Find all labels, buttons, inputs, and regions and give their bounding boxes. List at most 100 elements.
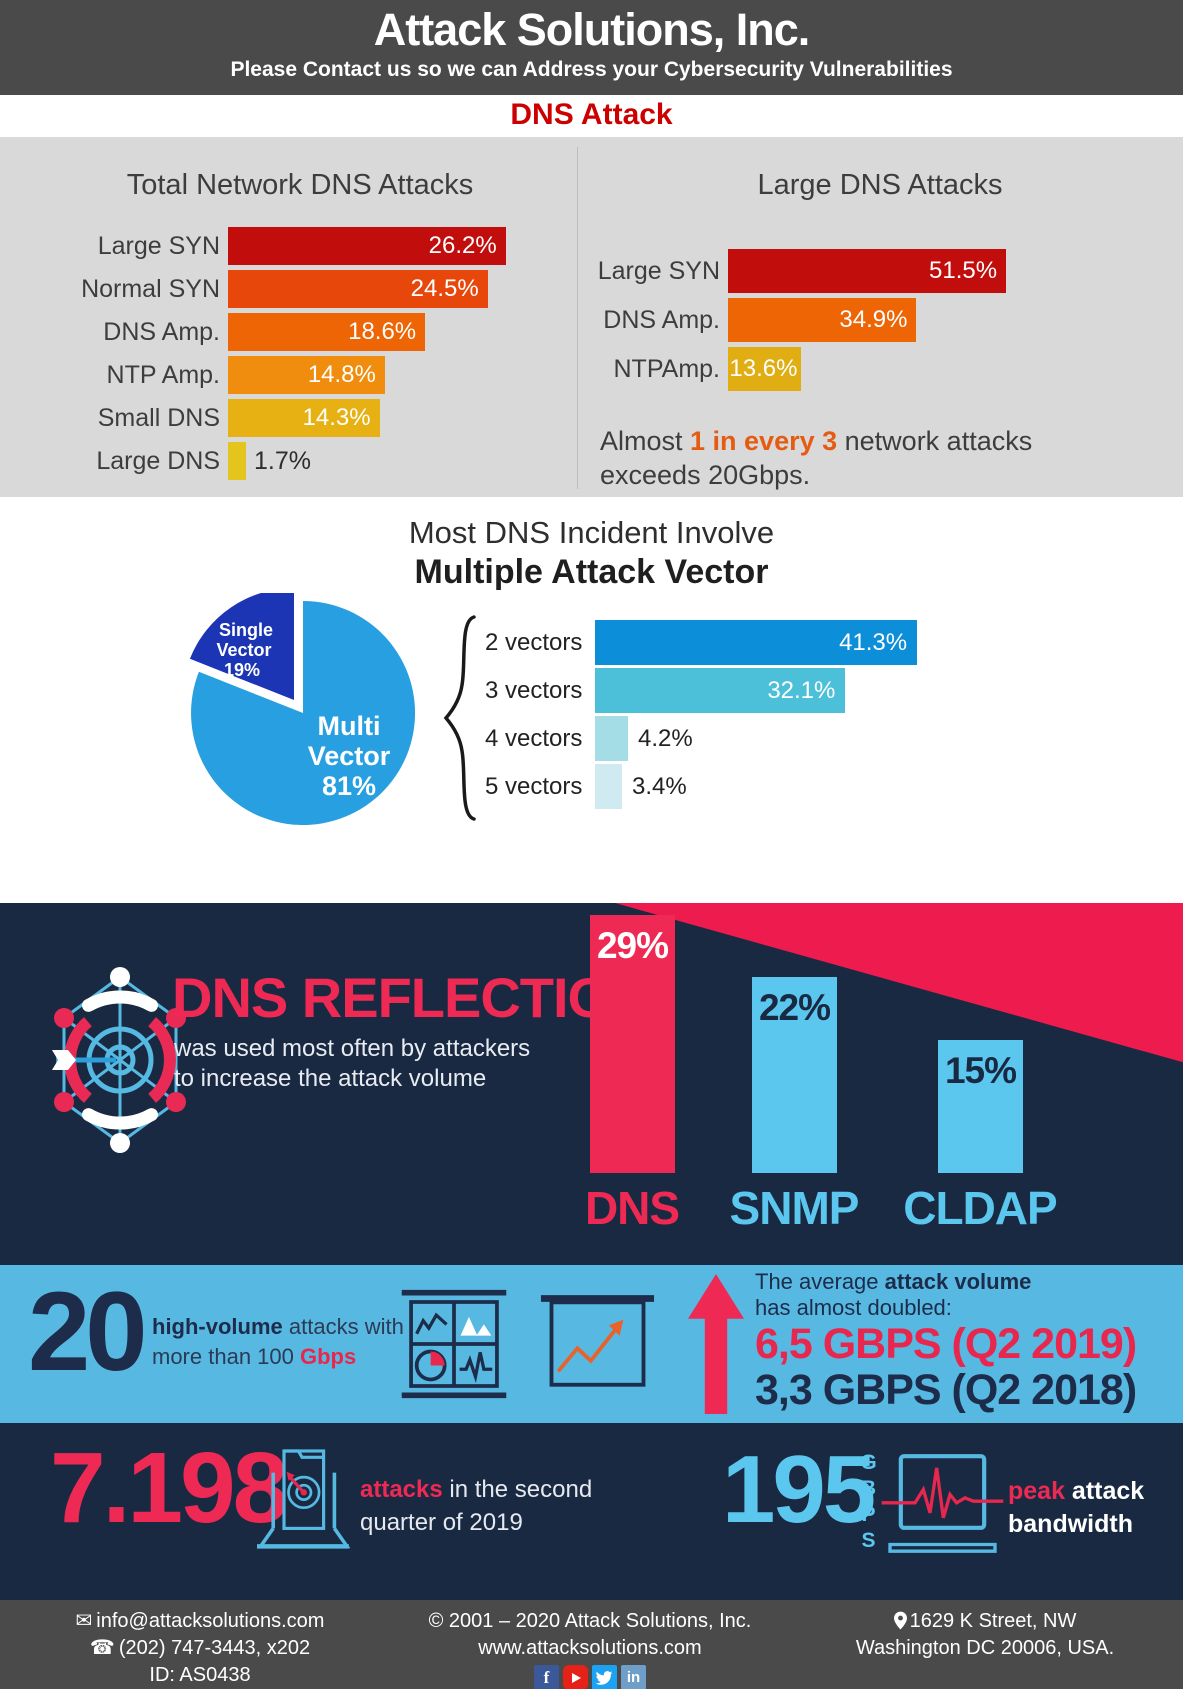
svg-text:81%: 81% [322,771,376,801]
bar [595,716,628,761]
peak-bandwidth-unit: GBPS [857,1451,880,1555]
phone-icon: ☎ [89,1637,115,1659]
bar-row: Large SYN 26.2% [98,227,528,265]
bar: 34.9% [728,298,917,342]
reflection-desc-line2: to increase the attack volume [174,1065,487,1092]
bar-label: 4 vectors [485,725,583,752]
bar: 14.3% [228,399,380,437]
youtube-icon[interactable] [563,1665,588,1689]
attacks-rest1: in the second [442,1476,593,1503]
svg-text:Vector: Vector [216,640,271,660]
footer-email[interactable]: info@attacksolutions.com [96,1610,325,1632]
bar-label: Normal SYN [81,275,220,303]
target-network-icon [50,955,190,1170]
bar-row: DNS Amp. 34.9% [603,298,1028,342]
bar: 14.8% [228,356,385,394]
attacks-caption: attacks in the second quarter of 2019 [360,1473,592,1539]
attacks-rest2: quarter of 2019 [360,1509,523,1536]
svg-text:Vector: Vector [308,741,391,771]
bar: 32.1% [595,668,846,713]
bar-row: NTP Amp. 14.8% [107,356,528,394]
avg-prefix: The average [755,1269,885,1294]
bar-label: Large SYN [597,257,720,285]
vector-pie-chart: Single Vector 19% Multi Vector 81% [183,588,423,838]
attack-vector-section: Most DNS Incident Involve Multiple Attac… [0,497,1183,903]
gbps-highlight: Gbps [299,1344,357,1369]
column-bar-snmp: 22% [752,977,837,1173]
bar-row: Small DNS 14.3% [98,399,528,437]
bar-label: NTP Amp. [106,361,220,389]
bar-row: NTPAmp. 13.6% [614,347,1028,391]
pie-slice-multi [191,601,416,825]
peak-rest1: attack [1064,1477,1145,1505]
social-links: f in [400,1665,780,1689]
footer-copyright: © 2001 – 2020 Attack Solutions, Inc. [428,1610,752,1632]
peak-rest2: bandwidth [1008,1510,1133,1538]
bar-label: Large SYN [97,232,220,260]
facebook-icon[interactable]: f [534,1665,559,1689]
avg-line2: has almost doubled: [755,1295,952,1320]
bar-label: Small DNS [97,404,220,432]
avg-bold: attack volume [884,1269,1032,1294]
footer-address1: 1629 K Street, NW [909,1610,1077,1632]
avg-2019-value: 6,5 GBPS (Q2 2019) [755,1320,1137,1368]
twitter-icon[interactable] [592,1665,617,1689]
bar-value: 3.4% [632,773,687,800]
avg-2018-value: 3,3 GBPS (Q2 2018) [755,1366,1137,1414]
dns-attack-banner: DNS Attack [0,95,1183,137]
laptop-target-icon [248,1445,356,1570]
column-label-dns: DNS [584,1182,680,1234]
dns-charts-section: Total Network DNS Attacks Large SYN 26.2… [0,137,1183,497]
footer-company-id: ID: AS0438 [149,1664,251,1686]
footer-center-block: © 2001 – 2020 Attack Solutions, Inc. www… [400,1608,780,1689]
footer: ✉ info@attacksolutions.com ☎ (202) 747-344… [0,1600,1183,1689]
vector-title-line1: Most DNS Incident Involve [408,515,775,550]
footer-address-block: 1629 K Street, NW Washington DC 20006, U… [800,1608,1170,1662]
svg-text:Single: Single [219,620,273,640]
gbps-prefix: more than 100 [152,1344,300,1369]
footer-website[interactable]: www.attacksolutions.com [478,1637,702,1659]
peak-caption: peak attack bandwidth [1008,1475,1144,1541]
bar [228,442,247,480]
svg-text:19%: 19% [224,660,260,680]
footer-contact-block: ✉ info@attacksolutions.com ☎ (202) 747-344… [15,1608,385,1689]
one-in-three-note: Almost 1 in every 3 network attacks exce… [600,425,1040,493]
footer-phone[interactable]: (202) 747-3443, x202 [118,1637,311,1659]
company-title: Attack Solutions, Inc. [373,4,811,55]
header: Attack Solutions, Inc. Please Contact us… [0,0,1183,95]
header-subtitle: Please Contact us so we can Address your… [230,58,953,81]
bar: 18.6% [228,313,426,351]
bar-label: DNS Amp. [603,306,720,334]
location-pin-icon [893,1611,907,1630]
bar-label: 5 vectors [485,773,583,800]
bar-label: 3 vectors [485,677,583,704]
bar: 51.5% [728,249,1007,293]
high-volume-text: high-volume attacks with more than 100 G… [152,1312,404,1372]
bar-row: DNS Amp. 18.6% [103,313,528,351]
bar: 13.6% [728,347,802,391]
panel-divider [577,147,578,489]
column-bar-cldap: 15% [938,1039,1023,1173]
bar: 26.2% [228,227,506,265]
bar-label: Large DNS [96,447,220,475]
high-volume-count: 20 [28,1269,148,1394]
bar-value: 4.2% [638,725,693,752]
footer-address2: Washington DC 20006, USA. [855,1637,1115,1659]
bar-label: 2 vectors [485,629,583,656]
bar-label: DNS Amp. [103,318,220,346]
reflection-desc-line1: was used most often by attackers [174,1035,531,1062]
peak-bandwidth-value: 195 [722,1436,876,1543]
total-chart-title: Total Network DNS Attacks [126,169,474,201]
bar-row: Normal SYN 24.5% [81,270,528,308]
dns-reflection-section: DNS REFLECTION was used most often by at… [0,903,1183,1265]
laptop-pulse-icon [880,1451,1005,1568]
bottom-stats-section: 7.198 attacks in the second quarter of 2… [0,1423,1183,1600]
bar-value: 29% [596,924,669,966]
linkedin-icon[interactable]: in [621,1665,646,1689]
bar-row: Large SYN 51.5% [598,249,1028,293]
attacks-word: attacks [360,1476,443,1503]
note-highlight: 1 in every 3 [690,426,838,456]
note-suffix: network attacks exceeds 20Gbps. [600,426,1033,490]
bar-row: Large DNS 1.7% [96,442,528,480]
